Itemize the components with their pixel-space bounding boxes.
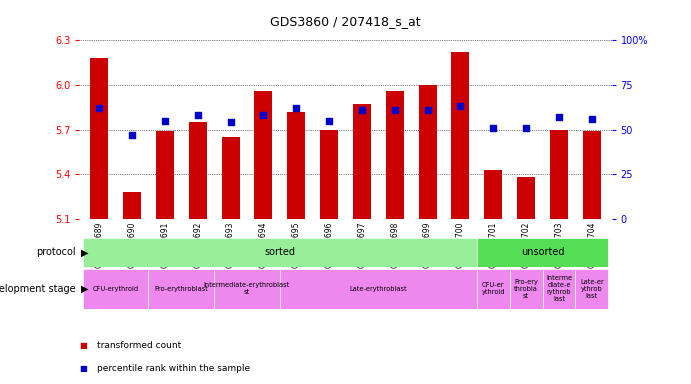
- Bar: [477, 238, 608, 267]
- Point: [192, 112, 203, 118]
- Bar: [90, 58, 108, 219]
- Text: unsorted: unsorted: [521, 247, 565, 258]
- Text: ▶: ▶: [81, 284, 88, 294]
- Text: GDS3860 / 207418_s_at: GDS3860 / 207418_s_at: [270, 15, 421, 28]
- Text: protocol: protocol: [37, 247, 76, 258]
- Text: ▶: ▶: [81, 247, 88, 258]
- Point: [488, 125, 499, 131]
- Text: Late-er
ythrob
last: Late-er ythrob last: [580, 279, 604, 299]
- Text: Pro-ery
throbla
st: Pro-ery throbla st: [514, 279, 538, 299]
- Text: ■: ■: [79, 341, 87, 350]
- Bar: [83, 238, 477, 267]
- Bar: [583, 131, 601, 219]
- Point: [455, 103, 466, 109]
- Bar: [149, 269, 214, 309]
- Bar: [386, 91, 404, 219]
- Bar: [320, 129, 338, 219]
- Text: transformed count: transformed count: [97, 341, 181, 350]
- Bar: [517, 177, 535, 219]
- Point: [291, 105, 302, 111]
- Text: Late-erythroblast: Late-erythroblast: [350, 286, 407, 292]
- Bar: [254, 91, 272, 219]
- Bar: [419, 85, 437, 219]
- Point: [126, 132, 138, 138]
- Point: [389, 107, 400, 113]
- Bar: [280, 269, 477, 309]
- Bar: [510, 269, 542, 309]
- Text: development stage: development stage: [0, 284, 76, 294]
- Bar: [123, 192, 141, 219]
- Point: [258, 112, 269, 118]
- Text: Intermediate-erythroblast
st: Intermediate-erythroblast st: [204, 283, 290, 295]
- Point: [357, 107, 368, 113]
- Text: percentile rank within the sample: percentile rank within the sample: [97, 364, 250, 373]
- Bar: [477, 269, 510, 309]
- Bar: [542, 269, 576, 309]
- Point: [520, 125, 531, 131]
- Text: CFU-er
ythroid: CFU-er ythroid: [482, 283, 505, 295]
- Text: ■: ■: [79, 364, 87, 373]
- Point: [94, 105, 105, 111]
- Bar: [156, 131, 174, 219]
- Text: sorted: sorted: [265, 247, 295, 258]
- Text: Interme
diate-e
rythrob
last: Interme diate-e rythrob last: [546, 275, 572, 303]
- Text: CFU-erythroid: CFU-erythroid: [93, 286, 139, 292]
- Point: [160, 118, 171, 124]
- Point: [422, 107, 433, 113]
- Bar: [576, 269, 608, 309]
- Bar: [550, 129, 568, 219]
- Bar: [287, 112, 305, 219]
- Point: [586, 116, 597, 122]
- Bar: [189, 122, 207, 219]
- Bar: [451, 52, 469, 219]
- Bar: [83, 269, 149, 309]
- Bar: [484, 170, 502, 219]
- Bar: [222, 137, 240, 219]
- Point: [323, 118, 334, 124]
- Bar: [353, 104, 371, 219]
- Bar: [214, 269, 280, 309]
- Text: Pro-erythroblast: Pro-erythroblast: [154, 286, 208, 292]
- Point: [225, 119, 236, 126]
- Point: [553, 114, 565, 120]
